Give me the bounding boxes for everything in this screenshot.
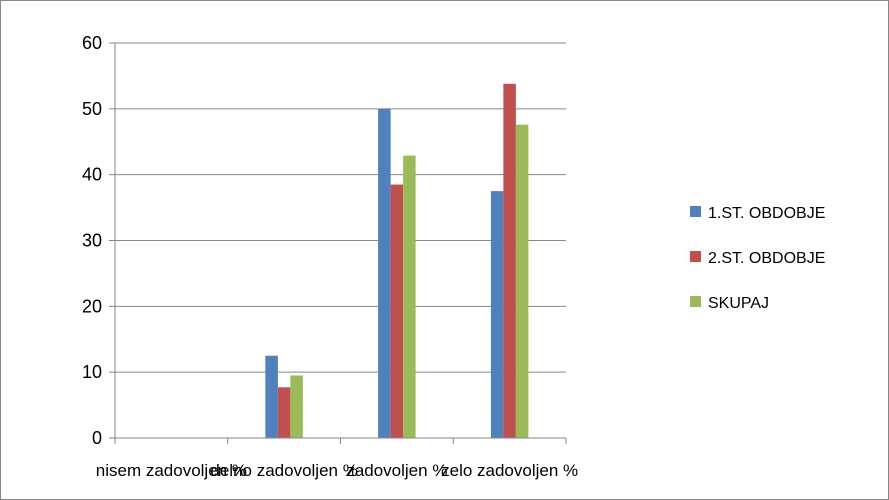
- x-tick-label: zelo zadovoljen %: [441, 461, 578, 480]
- bar: [490, 191, 504, 438]
- gridlines: [115, 42, 566, 373]
- y-axis-tick-labels: 0 10 20 30 40 50 60: [82, 33, 102, 448]
- legend-label: SKUPAJ: [708, 295, 769, 312]
- legend-swatch: [690, 296, 701, 307]
- y-tick-label: 0: [92, 428, 102, 448]
- bar: [290, 375, 303, 438]
- axes: [109, 42, 567, 444]
- legend-swatch: [690, 251, 701, 262]
- y-tick-label: 10: [82, 362, 102, 382]
- x-tick-label: zadovoljen %: [346, 461, 447, 480]
- legend-swatch: [690, 206, 701, 217]
- legend-label: 1.ST. OBDOBJE: [708, 205, 825, 222]
- x-tick-label: nisem zadovoljen %: [96, 461, 247, 480]
- bar: [515, 124, 529, 438]
- y-tick-label: 30: [82, 231, 102, 251]
- y-tick-label: 20: [82, 296, 102, 316]
- bar: [277, 387, 291, 438]
- bar: [403, 155, 416, 438]
- bar: [390, 184, 404, 438]
- y-tick-label: 50: [82, 99, 102, 119]
- bar: [265, 355, 278, 438]
- bar: [378, 108, 391, 438]
- legend: 1.ST. OBDOBJE 2.ST. OBDOBJE SKUPAJ: [690, 205, 825, 312]
- y-tick-label: 60: [82, 33, 102, 53]
- x-tick-label: delno zadovoljen %: [210, 461, 357, 480]
- bar: [503, 83, 516, 439]
- x-axis-tick-labels: nisem zadovoljen %delno zadovoljen %zado…: [96, 461, 578, 480]
- y-tick-label: 40: [82, 165, 102, 185]
- legend-label: 2.ST. OBDOBJE: [708, 250, 825, 267]
- bars: [265, 83, 529, 439]
